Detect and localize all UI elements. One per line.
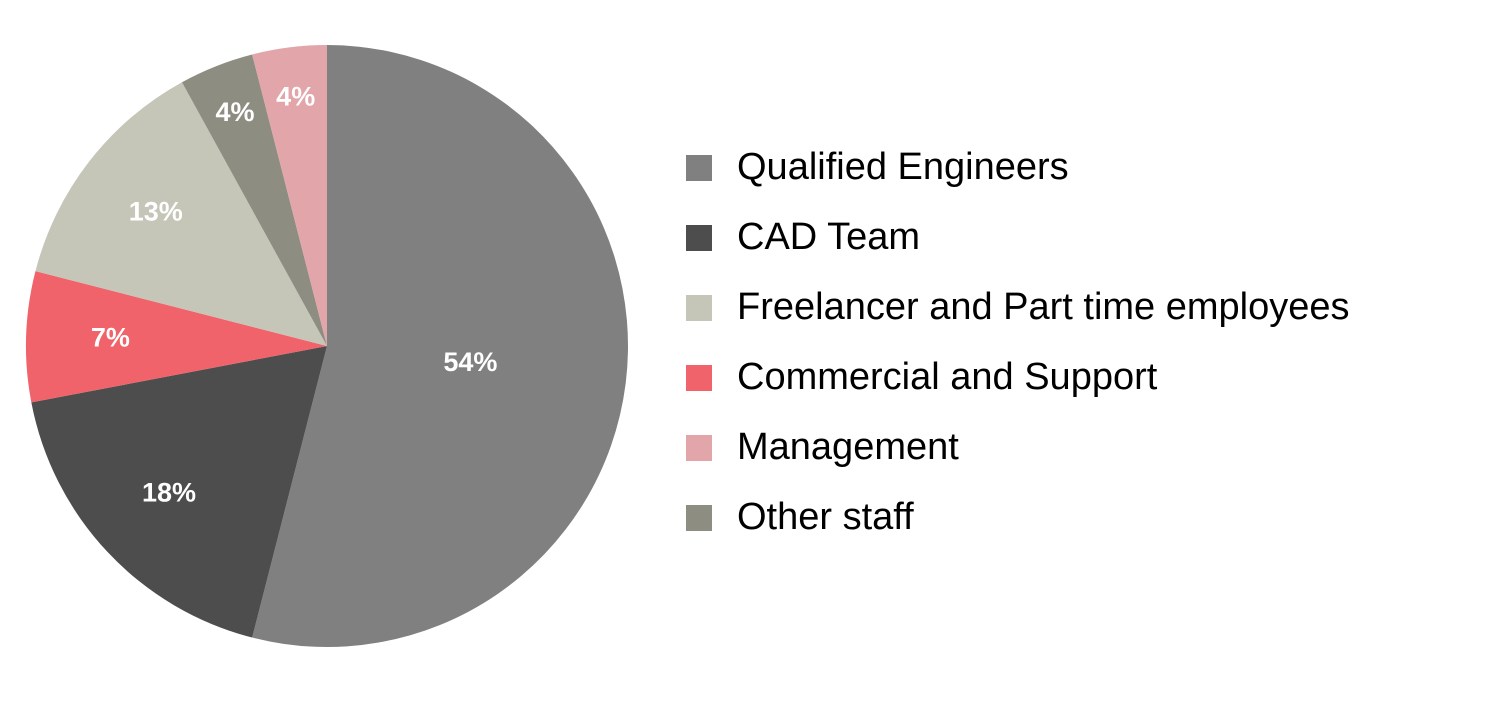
legend-label: Freelancer and Part time employees [737, 286, 1350, 328]
legend-label: Other staff [737, 496, 914, 538]
pie-slice [181, 54, 327, 346]
legend-swatch [686, 155, 712, 181]
legend-swatch [686, 225, 712, 251]
legend-swatch [686, 365, 712, 391]
pie-slice [35, 82, 327, 346]
pie-slice [26, 271, 328, 403]
legend-swatch [686, 295, 712, 321]
legend-label: CAD Team [737, 216, 920, 258]
legend-label: Commercial and Support [737, 356, 1158, 398]
slice-label: 18% [142, 477, 196, 507]
slice-label: 54% [443, 347, 497, 377]
slice-label: 7% [91, 322, 130, 352]
legend-swatch [686, 435, 712, 461]
slice-label: 4% [276, 81, 315, 111]
slice-label: 13% [129, 196, 183, 226]
legend-label: Qualified Engineers [737, 146, 1069, 188]
pie-slice [252, 45, 629, 647]
legend-swatch [686, 505, 712, 531]
pie-slice [31, 346, 327, 638]
slice-label: 4% [216, 97, 255, 127]
legend-label: Management [737, 426, 959, 468]
pie-slice [252, 45, 327, 346]
